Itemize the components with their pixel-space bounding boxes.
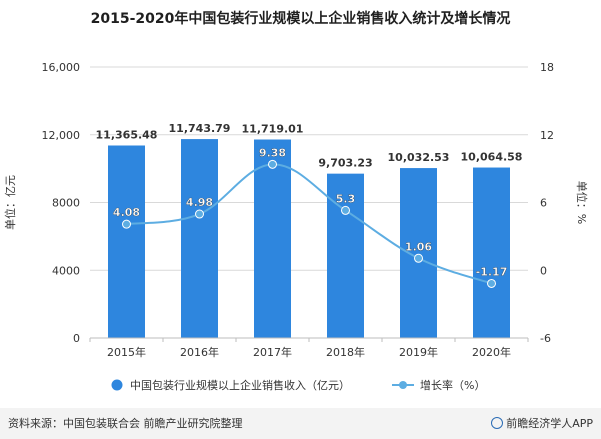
source-text: 资料来源：中国包装联合会 前瞻产业研究院整理 [8, 417, 243, 430]
x-tick-label: 2017年 [253, 345, 292, 359]
left-tick-label: 16,000 [42, 61, 81, 74]
bar [254, 139, 291, 338]
legend: 中国包装行业规模以上企业销售收入（亿元） 增长率（%） [111, 378, 485, 392]
brand: 前瞻经济学人APP [491, 415, 593, 431]
brand-logo-icon [491, 417, 504, 429]
right-tick-label: 18 [540, 61, 554, 74]
growth-point [414, 253, 423, 263]
footer: 资料来源：中国包装联合会 前瞻产业研究院整理 前瞻经济学人APP [0, 408, 601, 439]
bar [181, 139, 218, 338]
left-tick-label: 0 [73, 332, 80, 345]
bar-value-label: 11,365.48 [96, 128, 158, 141]
right-tick-label: 6 [540, 197, 547, 210]
chart: 11,365.48 11,743.79 11,719.01 9,703.23 10,03… [3, 61, 589, 392]
bar-labels: 11,365.48 11,743.79 11,719.01 9,703.23 10,03… [96, 122, 523, 170]
axes: 0 4000 8000 12,000 16,000 -6 0 6 12 18 2015年 2016年 2… [3, 61, 589, 359]
left-tick-label: 4000 [52, 264, 80, 277]
chart-title: 2015-2020年中国包装行业规模以上企业销售收入统计及增长情况 [90, 11, 511, 27]
x-tick-label: 2015年 [107, 345, 146, 359]
left-axis-title: 单位：亿元 [3, 175, 17, 230]
line-series: 4.08 4.98 9.38 5.3 1.06 -1.17 [113, 146, 508, 288]
legend-line-marker-dot [399, 381, 407, 389]
growth-value-label: -1.17 [476, 265, 508, 278]
bar-value-label: 9,703.23 [318, 157, 372, 170]
legend-bar-marker [111, 379, 123, 391]
x-tick-label: 2016年 [180, 345, 219, 359]
right-axis-title: 单位：% [575, 181, 589, 224]
bar [400, 168, 437, 338]
legend-bar-label: 中国包装行业规模以上企业销售收入（亿元） [130, 378, 350, 392]
brand-name: 前瞻经济学人APP [506, 417, 593, 430]
growth-point [122, 219, 131, 229]
growth-point [487, 278, 496, 288]
x-tick-label: 2020年 [472, 345, 511, 359]
x-tick-label: 2019年 [399, 345, 438, 359]
bar [473, 167, 510, 338]
growth-value-label: 5.3 [336, 192, 356, 205]
left-tick-label: 8000 [52, 197, 80, 210]
bar [108, 145, 145, 338]
right-tick-label: -6 [540, 332, 551, 345]
growth-point [341, 205, 350, 215]
x-tick-label: 2018年 [326, 345, 365, 359]
bar-series [108, 139, 510, 338]
growth-point [195, 209, 204, 219]
growth-point [268, 159, 277, 169]
bar-value-label: 11,719.01 [242, 123, 304, 136]
growth-value-label: 1.06 [405, 240, 432, 253]
grid [90, 66, 528, 339]
right-tick-label: 0 [540, 264, 547, 277]
bar-value-label: 10,064.58 [461, 151, 523, 164]
bar-value-label: 10,032.53 [388, 151, 450, 164]
growth-value-label: 9.38 [259, 146, 286, 159]
bar-value-label: 11,743.79 [169, 122, 231, 135]
right-tick-label: 12 [540, 129, 554, 142]
growth-value-label: 4.08 [113, 206, 140, 219]
growth-value-label: 4.98 [186, 196, 213, 209]
legend-line-label: 增长率（%） [420, 378, 485, 392]
left-tick-label: 12,000 [42, 129, 81, 142]
